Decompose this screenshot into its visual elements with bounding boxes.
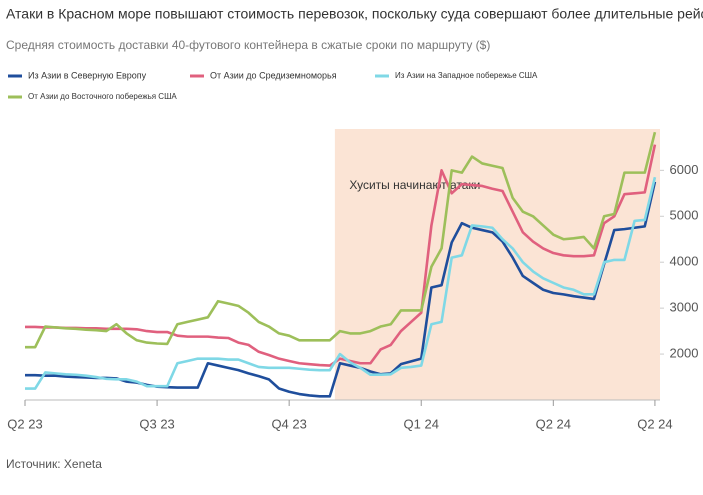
y-tick-label: 2000: [670, 346, 699, 361]
series-line: [25, 144, 657, 367]
y-tick-label: 6000: [670, 162, 699, 177]
x-tick-label: Q2 24: [637, 416, 672, 431]
chart-title: Атаки в Красном море повышают стоимость …: [6, 6, 703, 22]
source: Источник: Xeneta: [6, 457, 102, 471]
x-tick-label: Q4 23: [271, 416, 306, 431]
y-tick-label: 5000: [670, 208, 699, 223]
shaded-region: [334, 129, 660, 400]
x-tick-label: Q1 24: [404, 416, 439, 431]
series-line: [25, 131, 657, 349]
chart-subtitle: Средняя стоимость доставки 40-футового к…: [6, 38, 490, 52]
x-tick-label: Q2 23: [7, 416, 42, 431]
legend-label: Из Азии на Западное побережье США: [395, 71, 538, 80]
legend-label: Из Азии в Северную Европу: [28, 70, 147, 80]
y-tick-label: 3000: [670, 300, 699, 315]
series-line: [25, 181, 657, 398]
y-tick-label: 4000: [670, 254, 699, 269]
x-tick-label: Q2 24: [536, 416, 571, 431]
legend-label: От Азии до Средиземноморья: [210, 70, 337, 80]
x-tick-label: Q3 23: [139, 416, 174, 431]
legend-label: От Азии до Восточного побережья США: [28, 92, 177, 101]
series-line: [25, 176, 657, 390]
